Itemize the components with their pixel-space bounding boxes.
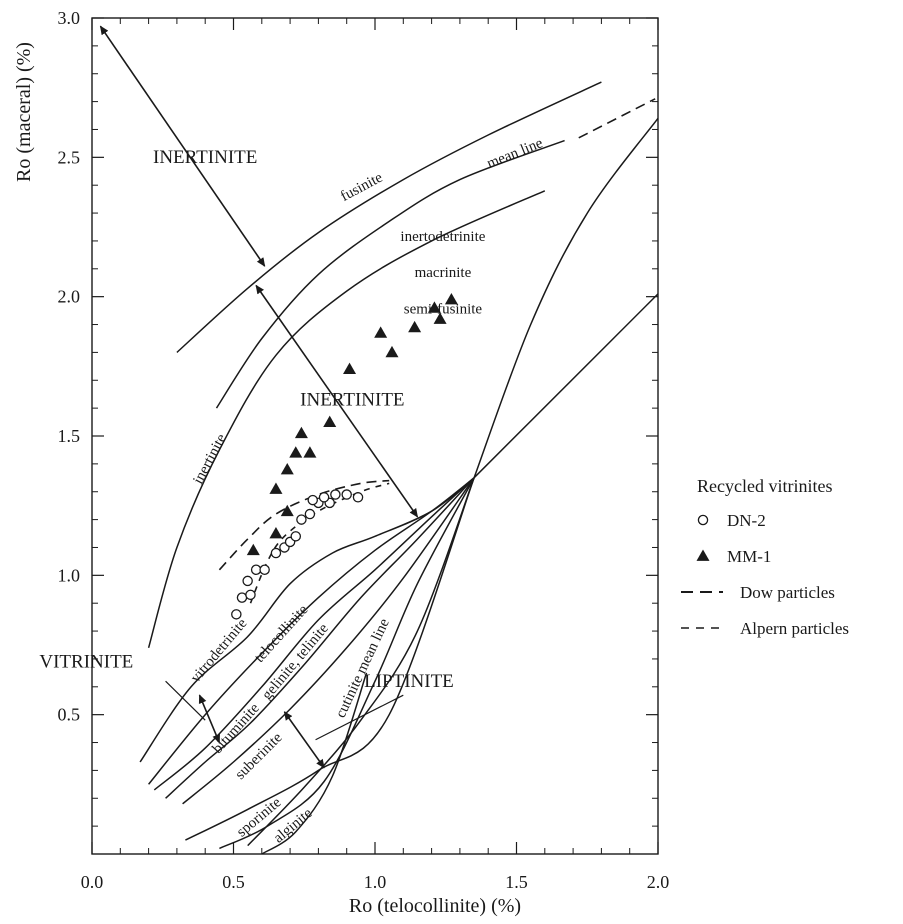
annotation-inertinite: INERTINITE (153, 147, 257, 168)
curve-cutinite-mean-line (247, 477, 475, 847)
double-arrow (198, 694, 221, 744)
curve-mean-line (215, 139, 565, 409)
y-tick-label: 1.0 (58, 565, 81, 585)
mm-1-point (269, 527, 283, 539)
curve-gelinite-telinite (153, 477, 475, 791)
annotation-gelinite-telinite: gelinite, telinite (259, 620, 332, 703)
mm-1-point (323, 415, 337, 427)
liptinite-leader-line (315, 694, 404, 741)
double-arrow (99, 25, 266, 267)
y-tick-label: 3.0 (58, 8, 81, 28)
annotation-inertinite: INERTINITE (300, 389, 404, 410)
dn-2-point (242, 575, 253, 587)
data-markers (231, 292, 458, 620)
curve-inertinite (147, 190, 546, 649)
mm-1-point (303, 446, 317, 458)
x-tick-label: 0.5 (222, 872, 245, 892)
region-arrows (99, 25, 419, 769)
curve-suberinite (185, 477, 475, 841)
annotation-liptinite: LIPTINITE (364, 671, 454, 692)
legend-title: Recycled vitrinites (697, 476, 832, 496)
annotation-inertodetrinite: inertodetrinite (400, 229, 485, 245)
curve-sporinite (219, 477, 475, 850)
y-tick-label: 2.5 (58, 147, 81, 167)
legend-label: Dow particles (740, 583, 835, 602)
curve-inertinite-lower (139, 477, 475, 763)
x-tick-label: 2.0 (647, 872, 670, 892)
x-tick-label: 0.0 (81, 872, 104, 892)
vitrinite-leader-line (165, 680, 206, 721)
dn-2-point (307, 494, 318, 506)
x-tick-label: 1.5 (505, 872, 528, 892)
mm-1-point (246, 543, 260, 556)
legend-label: DN-2 (727, 511, 766, 530)
annotation-inertinite: inertinite (190, 431, 230, 487)
legend-label: Alpern particles (740, 619, 849, 638)
double-arrow (255, 284, 419, 518)
dn-2-point (304, 508, 316, 520)
dn-2-point (352, 492, 364, 503)
mm-1-point (280, 462, 294, 475)
dn-2-point (330, 489, 341, 500)
curve-alpern-particles (249, 482, 390, 604)
mm-1-point (374, 326, 388, 338)
dn-2-point (231, 609, 242, 620)
mm-1-point (408, 320, 422, 333)
mm-1-point (444, 292, 458, 305)
dn-2-point (236, 592, 248, 603)
y-axis-title: Ro (maceral) (%) (13, 42, 35, 182)
mm-1-point (280, 504, 294, 517)
mm-1-point (433, 312, 447, 324)
y-tick-label: 1.5 (58, 426, 81, 446)
dn-2-point (250, 564, 262, 576)
legend-marker-mm-1 (696, 549, 710, 561)
dn-2-point (290, 531, 302, 542)
curve-fusinite (176, 81, 602, 353)
mm-1-point (269, 482, 283, 494)
legend: Recycled vitrinites DN-2 MM-1 Dow particles… (681, 476, 849, 638)
dn-2-point (341, 489, 352, 500)
dn-2-point (259, 564, 270, 576)
curve-inertinite-upper-boundary (473, 117, 659, 479)
mm-1-point (343, 362, 357, 374)
double-arrow (283, 711, 325, 769)
annotation-fusinite: fusinite (338, 169, 386, 204)
curve-alginite (261, 672, 368, 855)
dn-2-point (318, 492, 330, 503)
dn-2-point (245, 589, 256, 601)
mm-1-point (427, 301, 441, 313)
curve-mean-line-extension (578, 98, 656, 139)
x-axis-title: Ro (telocollinite) (%) (349, 895, 521, 917)
dn-2-point (296, 514, 307, 525)
dn-2-point (270, 547, 282, 559)
curve-bituminite (165, 477, 475, 799)
mm-1-point (289, 446, 303, 458)
plot-frame (91, 17, 659, 855)
y-tick-label: 0.5 (58, 705, 81, 725)
axis-ticks: 0.0 0.5 1.0 1.5 2.0 0.5 1.0 1.5 2.0 2.5 3.0 Ro (tel… (13, 8, 669, 917)
annotation-semi-fusinite: semi-fusinite (404, 301, 483, 317)
annotation-mean-line: mean line (485, 135, 546, 172)
legend-marker-dn-2 (697, 514, 709, 526)
mm-1-point (385, 345, 399, 358)
mm-1-point (294, 426, 308, 439)
curve-liptinite-upper (182, 477, 475, 805)
legend-label: MM-1 (727, 547, 771, 566)
x-tick-label: 1.0 (364, 872, 387, 892)
curve-dow-particles (218, 479, 390, 571)
annotation-macrinite: macrinite (415, 265, 472, 281)
curve-ro-diagonal (473, 293, 659, 479)
annotation-vitrinite: VITRINITE (39, 651, 133, 672)
y-tick-label: 2.0 (58, 287, 81, 307)
